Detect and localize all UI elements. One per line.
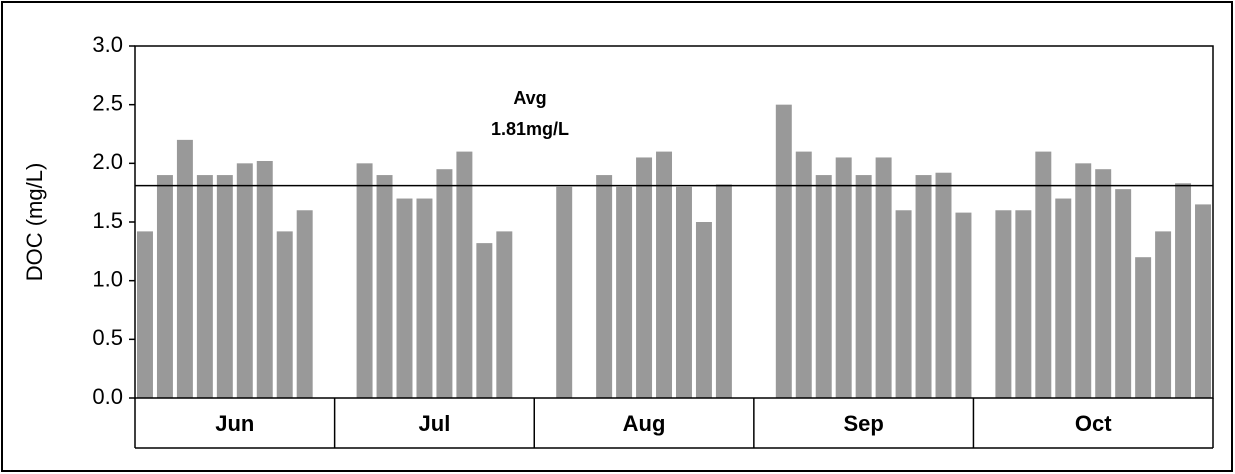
bar: [915, 175, 932, 398]
bar: [176, 139, 193, 398]
bar: [1195, 204, 1212, 398]
bar: [636, 157, 653, 398]
y-tick-label: 2.5: [92, 90, 123, 115]
bar: [196, 175, 213, 398]
group-label: Jul: [419, 411, 451, 436]
bar: [1075, 163, 1092, 398]
bar: [835, 157, 852, 398]
group-label: Sep: [843, 411, 883, 436]
group-label: Jun: [215, 411, 254, 436]
y-tick-label: 0.5: [92, 325, 123, 350]
bar: [1135, 257, 1152, 398]
bar: [236, 163, 253, 398]
bar: [456, 151, 473, 398]
bar: [476, 243, 493, 398]
group-label: Aug: [623, 411, 666, 436]
bar: [1115, 189, 1132, 398]
group-label: Oct: [1075, 411, 1112, 436]
bar: [136, 231, 153, 398]
bar: [895, 210, 912, 398]
bar: [1155, 231, 1172, 398]
y-tick-label: 2.0: [92, 149, 123, 174]
bar: [815, 175, 832, 398]
bar: [436, 169, 453, 398]
bar: [675, 186, 692, 398]
bar: [775, 104, 792, 399]
y-tick-label: 1.0: [92, 266, 123, 291]
bar: [376, 175, 393, 398]
bar: [256, 160, 273, 398]
bar: [955, 212, 972, 398]
bar: [1175, 183, 1192, 398]
bar: [556, 186, 573, 398]
bar: [656, 151, 673, 398]
y-axis-label: DOC (mg/L): [22, 163, 47, 282]
average-label: Avg: [513, 88, 546, 108]
bar: [695, 222, 712, 398]
bar: [715, 184, 732, 398]
bar: [296, 210, 313, 398]
y-tick-label: 3.0: [92, 32, 123, 57]
bar: [1095, 169, 1112, 398]
bar: [616, 186, 633, 398]
bar: [1015, 210, 1032, 398]
bar: [276, 231, 293, 398]
bar: [855, 175, 872, 398]
bar: [356, 163, 373, 398]
bar: [596, 175, 613, 398]
y-tick-label: 0.0: [92, 384, 123, 409]
bar: [935, 172, 952, 398]
bar: [496, 231, 513, 398]
plot-frame: [134, 45, 1214, 399]
bar: [216, 175, 233, 398]
bar: [156, 175, 173, 398]
bar: [416, 198, 433, 398]
y-tick-label: 1.5: [92, 208, 123, 233]
bar: [1055, 198, 1072, 398]
bar: [396, 198, 413, 398]
bar: [1035, 151, 1052, 398]
bar: [875, 157, 892, 398]
bar: [795, 151, 812, 398]
bar: [995, 210, 1012, 398]
average-label: 1.81mg/L: [491, 119, 569, 139]
